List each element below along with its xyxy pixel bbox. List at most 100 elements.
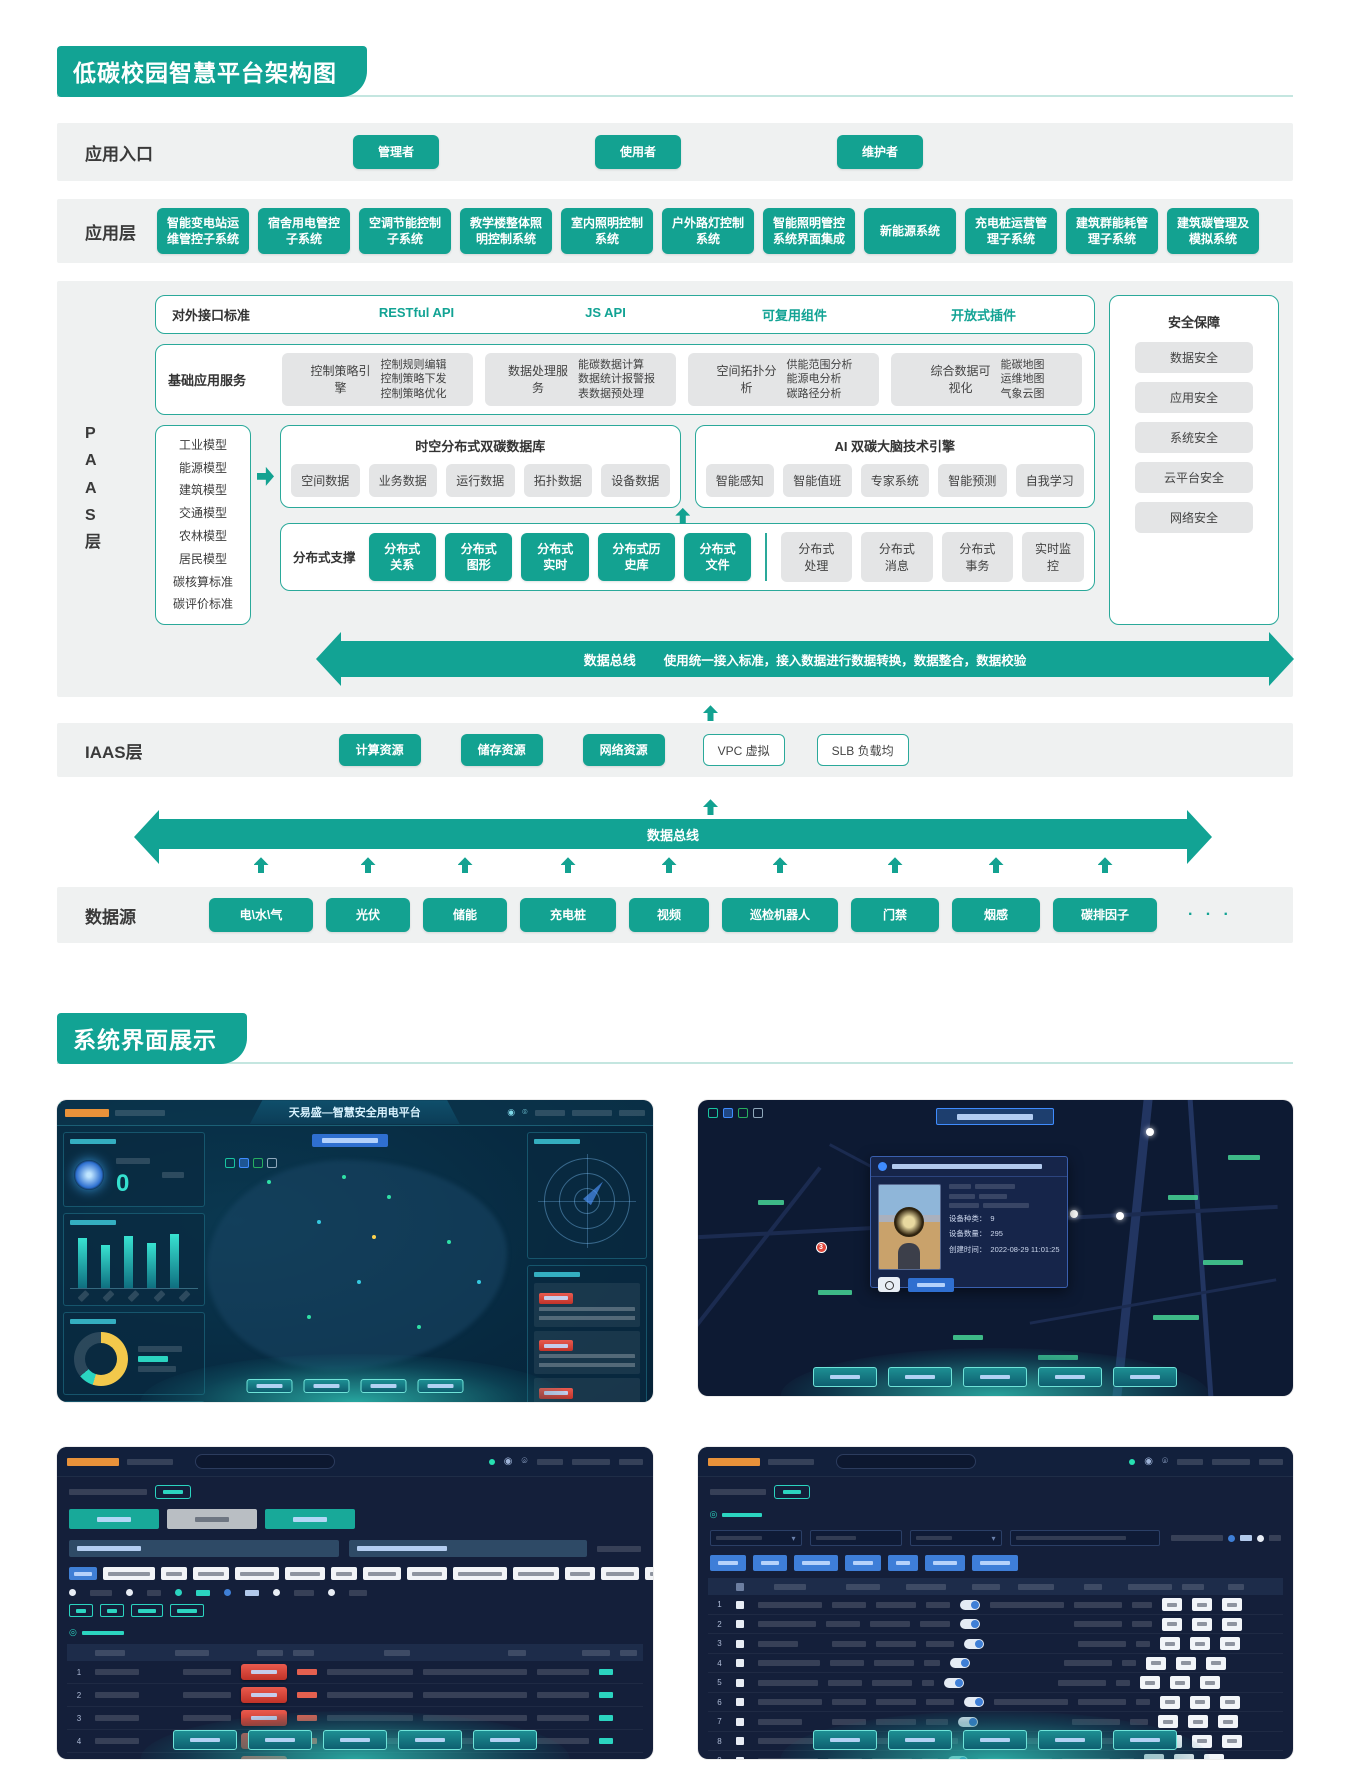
platform-button [472, 1730, 537, 1751]
panel-header [533, 1272, 580, 1278]
blur-text [97, 1516, 131, 1522]
panel-header [533, 1139, 580, 1145]
platform-button [963, 1367, 1028, 1388]
blur-text [370, 1384, 397, 1389]
blur-text [1135, 1640, 1150, 1647]
radar-panel [526, 1132, 647, 1260]
blur-text [127, 1290, 141, 1303]
col-header [292, 1649, 315, 1656]
blur-text [1192, 1719, 1203, 1724]
blur-text [895, 1561, 910, 1566]
data-bus-band: 数据总线 [57, 795, 1293, 887]
filter-chip [363, 1567, 401, 1581]
blur-text [198, 1571, 224, 1576]
radar-ring [543, 1158, 630, 1245]
mini-button [170, 1604, 204, 1618]
chart-ticks [70, 1289, 198, 1303]
screenshot-smart-power-dashboard: 天易盛—智慧安全用电平台 ◉ ⌾ [57, 1100, 653, 1403]
map-label [952, 1335, 983, 1341]
col-header [582, 1649, 610, 1656]
application-layer-row: 应用层 智能变电站运维管控子系统 宿舍用电管控子系统 空调节能控制子系统 教学楼… [57, 199, 1293, 263]
row-action-button [1219, 1637, 1240, 1651]
blur-text [138, 1366, 176, 1373]
radar-chart [534, 1150, 640, 1252]
security-chip: 云平台安全 [1135, 462, 1253, 493]
back-pill-button [773, 1485, 810, 1500]
source-chip: 充电桩 [520, 898, 616, 933]
iaas-vpc-chip: VPC 虚拟 [702, 734, 785, 767]
row-action-button [1189, 1637, 1210, 1651]
left-panel-column: 0 [63, 1132, 205, 1403]
blur-text [1222, 1719, 1233, 1724]
user-stat-panel: 0 [63, 1132, 205, 1208]
up-arrow-icon [675, 507, 691, 524]
volume-icon: ◉ [507, 1107, 516, 1118]
chart-bar [78, 1238, 87, 1289]
filter-chip [601, 1567, 639, 1581]
col-header [95, 1649, 126, 1656]
popup-field-device-count: 设备数量： 295 [948, 1229, 1003, 1239]
blur-text [1194, 1700, 1205, 1705]
record-tabs [57, 1503, 653, 1535]
blur-text [1121, 1660, 1136, 1667]
map-tool-icon [253, 1158, 263, 1169]
blur-text [757, 1621, 816, 1628]
source-chip: 光伏 [326, 898, 410, 933]
data-chip: 拓扑数据 [523, 463, 592, 497]
blur-text [327, 1692, 413, 1699]
blur-text [458, 1571, 502, 1576]
device-popup-card: 设备种类： 9 设备数量： 295 创建时间： 2022-08-29 11:01:25 [869, 1156, 1068, 1293]
filter-group-bar [349, 1540, 587, 1558]
row-action-button [1159, 1637, 1180, 1651]
filter-select: ▾ [709, 1530, 802, 1547]
model-item: 建筑模型 [178, 483, 227, 498]
col-header [508, 1649, 527, 1656]
blur-text [1115, 1679, 1130, 1686]
blur-text [77, 1290, 90, 1303]
source-chip: 巡检机器人 [722, 898, 838, 933]
blur-text [767, 1458, 814, 1465]
row-action-button [1169, 1676, 1190, 1690]
table-row: 2 [707, 1615, 1283, 1635]
popup-field [948, 1193, 1060, 1199]
blur-text [1131, 1601, 1152, 1608]
blur-text [948, 1203, 979, 1209]
up-arrow-icon [703, 799, 718, 816]
table-header [707, 1578, 1283, 1596]
map-point [1145, 1128, 1154, 1137]
filter-chip-row [57, 1562, 653, 1585]
blur-text [138, 1356, 168, 1363]
platform-button [963, 1730, 1028, 1751]
blur-text [177, 1608, 197, 1613]
row-checkbox [735, 1678, 744, 1687]
blur-text [827, 1679, 862, 1686]
brand-logo [65, 1108, 109, 1117]
blur-text [599, 1669, 613, 1676]
mini-button [69, 1604, 93, 1618]
up-arrow-icon [360, 857, 376, 874]
action-button [709, 1555, 746, 1572]
data-chip: 业务数据 [368, 463, 437, 497]
blur-text [183, 1669, 231, 1676]
map-tool-group [225, 1158, 277, 1169]
blur-text [1162, 1719, 1173, 1724]
status-dot-icon [488, 1458, 495, 1465]
blur-text [69, 1489, 147, 1496]
blur-text [715, 1536, 762, 1541]
application-layer-label: 应用层 [85, 223, 136, 243]
blur-text [427, 1384, 454, 1389]
col-header [971, 1583, 1000, 1590]
blur-text [1166, 1602, 1177, 1607]
blur-text [829, 1660, 864, 1667]
blur-text [801, 1561, 830, 1566]
up-arrow-icon [772, 857, 788, 874]
api-item: 开放式插件 [950, 308, 1016, 323]
radar-ring [558, 1173, 615, 1230]
distributed-support-box: 分布式支撑 分布式关系 分布式图形 分布式实时 分布式历史库 分布式文件 分布式… [280, 522, 1095, 591]
blur-text [757, 1699, 822, 1706]
table-row: 4 [707, 1654, 1283, 1674]
filter-chip [235, 1567, 279, 1581]
blur-text [571, 1109, 612, 1116]
bar-chart [70, 1231, 198, 1290]
map-point [1115, 1212, 1124, 1221]
